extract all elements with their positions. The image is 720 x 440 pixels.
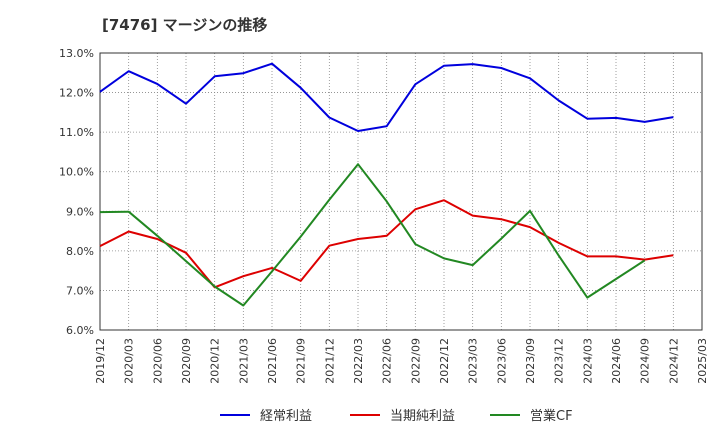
x-tick-label: 2024/03 bbox=[581, 338, 594, 384]
plot-frame bbox=[99, 52, 703, 331]
x-tick-label: 2022/12 bbox=[438, 338, 451, 384]
x-tick-label: 2024/12 bbox=[667, 338, 680, 384]
axes: 6.0% 7.0% 8.0% 9.0% 10.0% 11.0% 12.0% 13.0% 2019… bbox=[59, 47, 709, 384]
x-tick-label: 2021/03 bbox=[237, 338, 250, 384]
series-line-1 bbox=[99, 199, 674, 289]
x-tick-label: 2021/06 bbox=[266, 338, 279, 384]
legend: 経常利益 当期純利益 営業CF bbox=[220, 408, 573, 424]
series-line-2 bbox=[99, 163, 646, 307]
x-tick-label: 2024/06 bbox=[610, 338, 623, 384]
x-tick-label: 2019/12 bbox=[94, 338, 107, 384]
x-tick-label: 2023/09 bbox=[524, 338, 537, 384]
x-tick-label: 2024/09 bbox=[639, 338, 652, 384]
x-tick-label: 2022/03 bbox=[352, 338, 365, 384]
legend-label-1: 当期純利益 bbox=[390, 409, 455, 424]
x-tick-label: 2021/12 bbox=[323, 338, 336, 384]
x-tick-label: 2023/12 bbox=[553, 338, 566, 384]
x-tick-label: 2020/06 bbox=[151, 338, 164, 384]
x-tick-label: 2025/03 bbox=[696, 338, 709, 384]
x-tick-label: 2022/09 bbox=[409, 338, 422, 384]
x-tick-label: 2023/03 bbox=[467, 338, 480, 384]
y-tick-label: 7.0% bbox=[66, 284, 94, 297]
x-tick-label: 2023/06 bbox=[495, 338, 508, 384]
x-tick-label: 2020/09 bbox=[180, 338, 193, 384]
grid bbox=[100, 53, 702, 330]
y-tick-label: 8.0% bbox=[66, 245, 94, 258]
chart-title: [7476] マージンの推移 bbox=[102, 16, 268, 34]
x-tick-label: 2021/09 bbox=[295, 338, 308, 384]
y-tick-label: 9.0% bbox=[66, 205, 94, 218]
legend-label-0: 経常利益 bbox=[260, 409, 312, 424]
legend-label-2: 営業CF bbox=[530, 408, 573, 424]
series-line-0 bbox=[99, 62, 674, 132]
y-tick-label: 6.0% bbox=[66, 324, 94, 337]
y-tick-label: 12.0% bbox=[59, 87, 94, 100]
x-tick-label: 2020/12 bbox=[209, 338, 222, 384]
y-tick-label: 11.0% bbox=[59, 126, 94, 139]
y-tick-label: 13.0% bbox=[59, 47, 94, 60]
x-tick-label: 2022/06 bbox=[381, 338, 394, 384]
x-tick-label: 2020/03 bbox=[123, 338, 136, 384]
series-layer bbox=[99, 62, 674, 307]
y-tick-label: 10.0% bbox=[59, 166, 94, 179]
